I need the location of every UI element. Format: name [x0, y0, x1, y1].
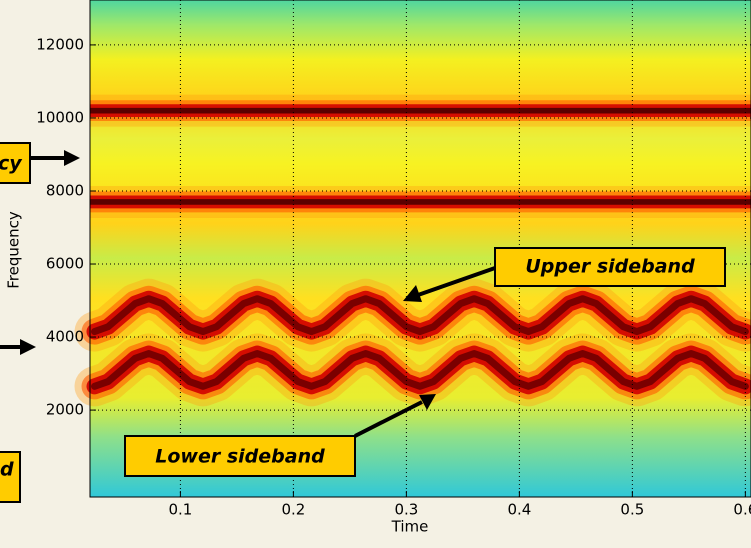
sideband-line	[91, 349, 749, 390]
x-tick-label: 0.6	[733, 501, 751, 519]
annotation: cy	[0, 153, 23, 175]
arrow-head	[403, 285, 422, 302]
x-tick-label: 0.2	[281, 501, 305, 519]
arrow	[354, 400, 423, 438]
annotation: Upper sideband	[525, 256, 695, 278]
annotation-box	[124, 435, 356, 477]
plot-frame	[89, 0, 751, 498]
x-tick-label: 0.1	[168, 501, 192, 519]
y-tick-label: 12000	[36, 35, 84, 53]
annotation-box	[0, 142, 31, 184]
annotation: Lower sideband	[155, 446, 325, 468]
x-axis-label: Time	[391, 518, 429, 536]
y-tick-label: 10000	[36, 108, 84, 126]
plot-area	[74, 94, 751, 407]
annotation-box	[0, 451, 21, 503]
arrow-head	[419, 394, 436, 410]
arrow	[417, 266, 496, 297]
y-tick-label: 4000	[46, 328, 84, 346]
annotation: d	[0, 459, 14, 481]
sideband-line	[91, 295, 749, 336]
y-axis-label: Frequency	[5, 211, 23, 289]
arrow-head	[64, 150, 80, 166]
axes: 2000 4000 6000 8000 10000 12000 0.1 0.2 0.3 0.4 0.…	[36, 0, 751, 519]
x-tick-label: 0.3	[394, 501, 418, 519]
x-tick-label: 0.4	[507, 501, 531, 519]
annotation-box	[494, 247, 726, 287]
x-tick-label: 0.5	[620, 501, 644, 519]
y-tick-label: 6000	[46, 255, 84, 273]
y-tick-label: 2000	[46, 401, 84, 419]
arrow-head	[20, 339, 36, 355]
y-tick-label: 8000	[46, 181, 84, 199]
